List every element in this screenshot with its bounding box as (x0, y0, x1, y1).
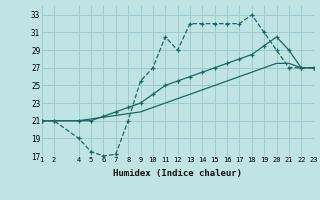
X-axis label: Humidex (Indice chaleur): Humidex (Indice chaleur) (113, 169, 242, 178)
